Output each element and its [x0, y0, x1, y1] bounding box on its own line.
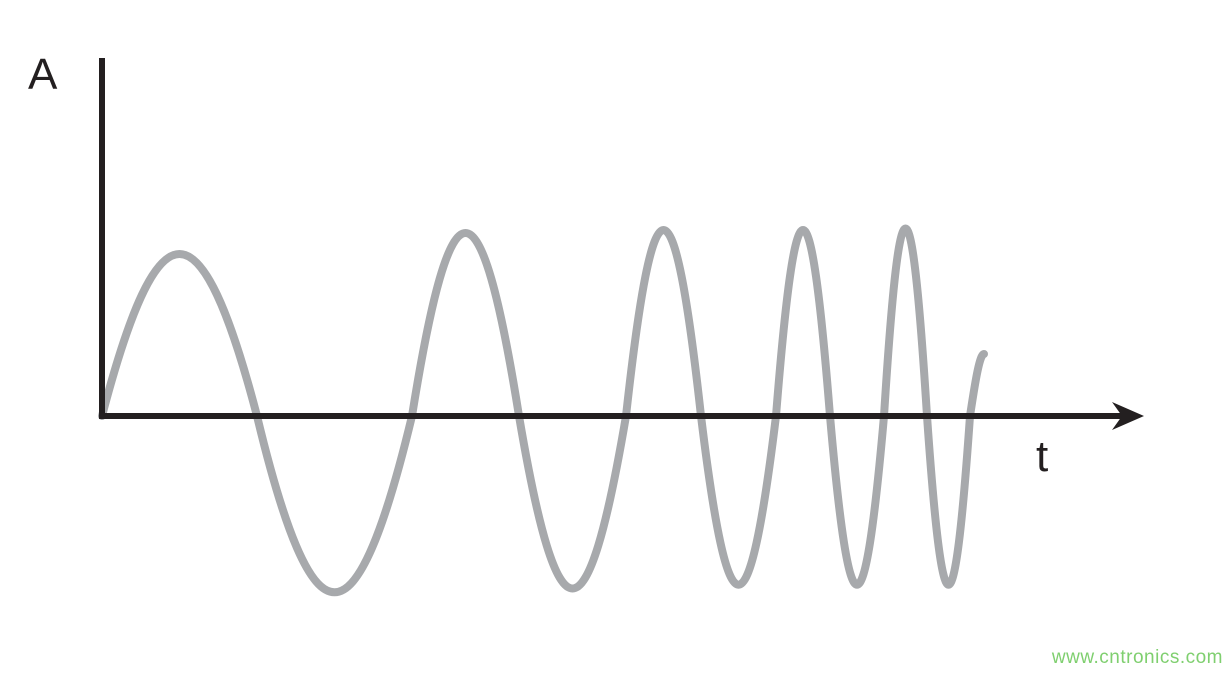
chirp-plot-svg [0, 0, 1229, 673]
chart-canvas: A t www.cntronics.com [0, 0, 1229, 673]
x-axis-label: t [1036, 432, 1048, 482]
chirp-curve [102, 229, 984, 593]
watermark-text: www.cntronics.com [1052, 647, 1223, 669]
y-axis-label: A [28, 50, 57, 100]
